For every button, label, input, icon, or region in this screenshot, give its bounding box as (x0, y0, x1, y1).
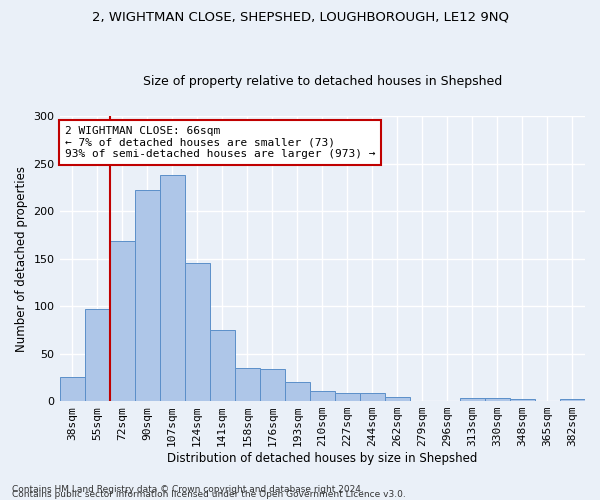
Bar (285, 382, 310, 401)
Bar (185, 264, 209, 401)
Bar (485, 398, 510, 401)
Bar (260, 369, 285, 401)
Bar (160, 175, 185, 401)
Bar (335, 394, 360, 401)
Bar (59, 378, 85, 401)
Bar (310, 390, 335, 401)
Bar (560, 399, 585, 401)
Bar (510, 399, 535, 401)
Bar (360, 394, 385, 401)
Bar (209, 330, 235, 401)
Bar (385, 398, 410, 401)
Text: Contains HM Land Registry data © Crown copyright and database right 2024.: Contains HM Land Registry data © Crown c… (12, 484, 364, 494)
Title: Size of property relative to detached houses in Shepshed: Size of property relative to detached ho… (143, 76, 502, 88)
X-axis label: Distribution of detached houses by size in Shepshed: Distribution of detached houses by size … (167, 452, 478, 465)
Bar (134, 190, 160, 401)
Y-axis label: Number of detached properties: Number of detached properties (15, 166, 28, 352)
Bar (110, 242, 134, 401)
Bar (85, 309, 110, 401)
Text: 2 WIGHTMAN CLOSE: 66sqm
← 7% of detached houses are smaller (73)
93% of semi-det: 2 WIGHTMAN CLOSE: 66sqm ← 7% of detached… (65, 126, 375, 159)
Text: 2, WIGHTMAN CLOSE, SHEPSHED, LOUGHBOROUGH, LE12 9NQ: 2, WIGHTMAN CLOSE, SHEPSHED, LOUGHBOROUG… (91, 10, 509, 23)
Bar (235, 368, 260, 401)
Bar (460, 398, 485, 401)
Text: Contains public sector information licensed under the Open Government Licence v3: Contains public sector information licen… (12, 490, 406, 499)
